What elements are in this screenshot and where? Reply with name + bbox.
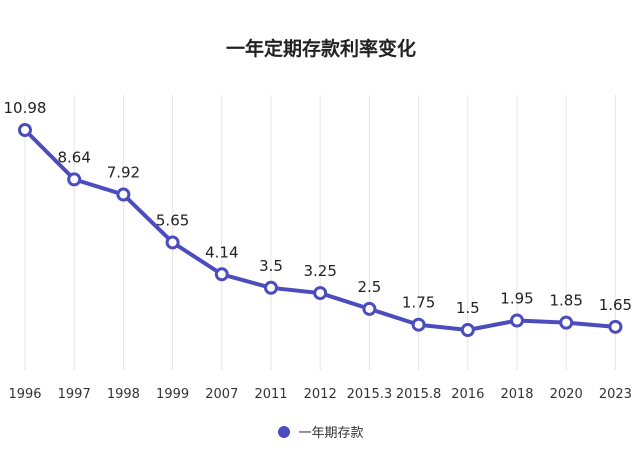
data-point — [411, 317, 426, 332]
x-tick-label: 1996 — [8, 387, 41, 402]
data-label: 8.64 — [57, 148, 90, 166]
data-label: 2.5 — [357, 278, 381, 296]
x-tick-label: 2018 — [500, 387, 533, 402]
x-tick-label: 2015.8 — [396, 387, 442, 402]
legend-label: 一年期存款 — [298, 426, 364, 441]
data-label: 5.65 — [156, 211, 189, 229]
data-labels: 10.98 8.64 7.92 5.65 4.14 3.5 3.25 2.5 1.75 1.5 1.… — [4, 99, 633, 317]
x-tick-label: 1999 — [156, 387, 189, 402]
data-label: 7.92 — [107, 164, 140, 182]
data-label: 4.14 — [205, 243, 238, 261]
data-point — [313, 286, 328, 301]
data-point — [362, 301, 377, 316]
data-point — [608, 319, 623, 334]
data-point — [67, 172, 82, 187]
data-label: 3.5 — [259, 257, 283, 275]
x-axis-ticks: 1996 1997 1998 1999 2007 2011 2012 2015.3 2015.8… — [8, 387, 631, 402]
data-points — [18, 123, 623, 337]
data-label: 1.65 — [599, 296, 632, 314]
data-point — [18, 123, 32, 137]
data-label: 1.85 — [549, 292, 582, 310]
data-label: 10.98 — [4, 99, 47, 117]
data-point — [214, 267, 229, 282]
data-label: 1.5 — [456, 299, 480, 317]
data-label: 1.75 — [402, 294, 435, 312]
x-tick-label: 2016 — [451, 387, 484, 402]
data-point — [460, 323, 475, 337]
legend-marker — [278, 425, 291, 438]
legend[interactable]: 一年期存款 — [0, 422, 642, 441]
data-label: 3.25 — [303, 262, 336, 280]
data-point — [116, 187, 131, 202]
data-point — [165, 235, 180, 250]
gridlines — [24, 95, 616, 370]
x-tick-label: 2011 — [254, 387, 287, 402]
x-tick-label: 1998 — [107, 387, 140, 402]
x-tick-label: 2023 — [599, 387, 632, 402]
data-point — [510, 313, 524, 328]
data-label: 1.95 — [500, 290, 533, 308]
x-tick-label: 2012 — [304, 387, 337, 402]
x-tick-label: 2015.3 — [347, 387, 393, 402]
x-tick-label: 1997 — [58, 387, 91, 402]
data-point — [559, 315, 574, 330]
x-tick-label: 2007 — [205, 387, 238, 402]
x-tick-label: 2020 — [550, 387, 583, 402]
data-point — [264, 280, 278, 295]
chart-title: 一年定期存款利率变化 — [225, 38, 416, 60]
